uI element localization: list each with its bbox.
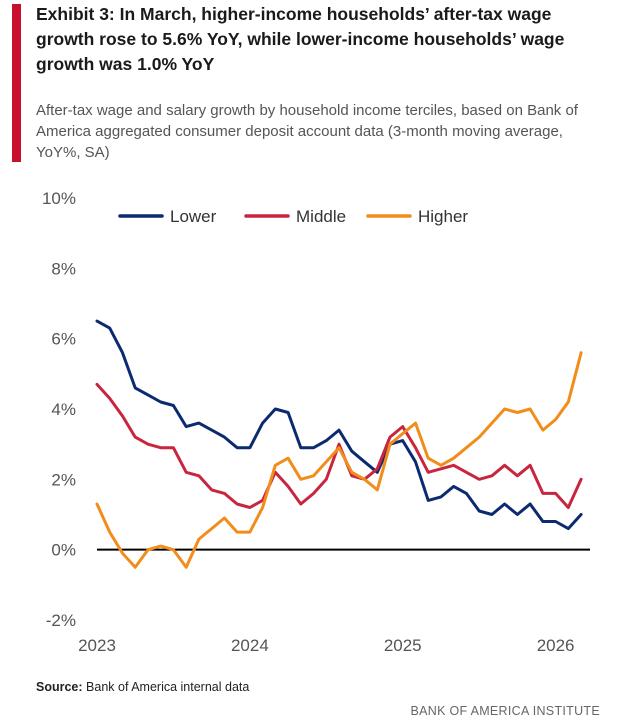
x-tick-label: 2025 xyxy=(384,636,422,655)
series-line-higher xyxy=(95,351,583,569)
series-line-middle xyxy=(95,382,583,509)
legend-label-higher: Higher xyxy=(418,207,468,226)
x-tick-label: 2024 xyxy=(231,636,269,655)
series-line-lower xyxy=(95,319,583,531)
legend-label-lower: Lower xyxy=(170,207,217,226)
source-label: Source: xyxy=(36,680,83,694)
y-tick-label: 6% xyxy=(51,330,76,349)
brand-logo-text: BANK OF AMERICA INSTITUTE xyxy=(410,704,600,718)
legend-label-middle: Middle xyxy=(296,207,346,226)
y-tick-label: 0% xyxy=(51,541,76,560)
chart-subtitle: After-tax wage and salary growth by hous… xyxy=(36,102,578,161)
source-note: Source: Bank of America internal data xyxy=(36,680,249,694)
y-tick-label: 10% xyxy=(42,189,76,208)
y-tick-label: -2% xyxy=(46,611,76,630)
source-text: Bank of America internal data xyxy=(86,680,250,694)
y-tick-label: 4% xyxy=(51,400,76,419)
x-tick-label: 2023 xyxy=(78,636,116,655)
accent-bar xyxy=(12,4,21,162)
y-tick-label: 2% xyxy=(51,470,76,489)
x-tick-label: 2026 xyxy=(537,636,575,655)
chart-title: Exhibit 3: In March, higher-income house… xyxy=(36,4,565,74)
y-tick-label: 8% xyxy=(51,259,76,278)
